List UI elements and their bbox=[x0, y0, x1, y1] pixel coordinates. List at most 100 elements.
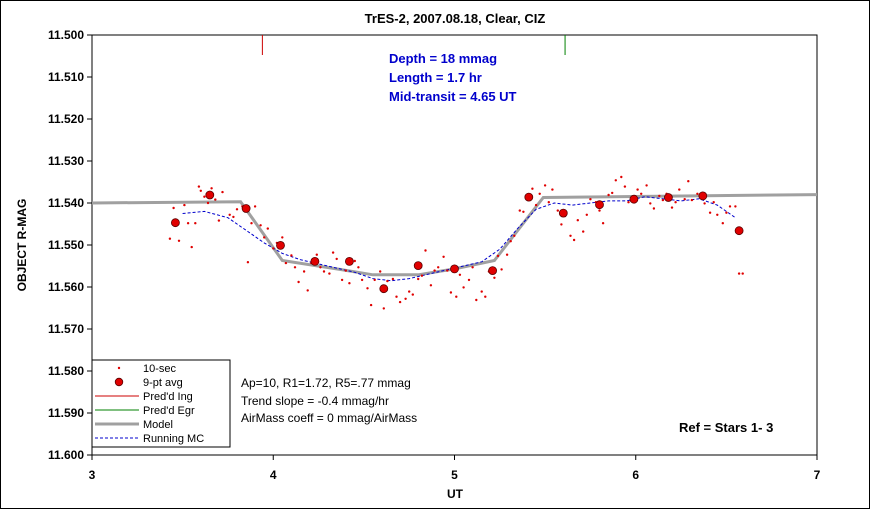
ten-sec-point bbox=[315, 253, 318, 256]
notes: Ap=10, R1=1.72, R5=.77 mmag Trend slope … bbox=[241, 376, 417, 425]
ten-sec-point bbox=[522, 210, 525, 213]
ten-sec-point bbox=[505, 253, 509, 256]
ten-sec-point bbox=[589, 198, 592, 201]
ten-sec-point bbox=[683, 198, 686, 201]
mid-transit-label: Mid-transit = 4.65 UT bbox=[389, 89, 517, 104]
ten-sec-point bbox=[272, 247, 275, 250]
ten-sec-point bbox=[259, 224, 262, 227]
ten-sec-point bbox=[404, 297, 407, 300]
ten-sec-point bbox=[475, 298, 478, 302]
ten-sec-point bbox=[687, 180, 690, 183]
ten-sec-point bbox=[601, 222, 605, 225]
ten-sec-point bbox=[446, 269, 449, 272]
nine-pt-avg-point bbox=[524, 192, 534, 202]
ten-sec-point bbox=[395, 295, 398, 298]
ten-sec-point bbox=[678, 188, 681, 191]
y-tick-label: 11.550 bbox=[48, 238, 84, 252]
ten-sec-point bbox=[417, 277, 420, 281]
ten-sec-point bbox=[366, 287, 369, 290]
x-tick-label: 3 bbox=[89, 468, 96, 482]
aperture-note: Ap=10, R1=1.72, R5=.77 mmag bbox=[241, 376, 411, 390]
ten-sec-point bbox=[340, 278, 344, 282]
ten-sec-point bbox=[640, 192, 643, 195]
ten-sec-point bbox=[373, 278, 376, 282]
ten-sec-point bbox=[391, 277, 395, 281]
depth-label: Depth = 18 mmag bbox=[389, 51, 497, 66]
legend-item-9-pt-avg: 9-pt avg bbox=[143, 377, 183, 389]
ten-sec-point bbox=[725, 211, 728, 214]
ten-sec-point bbox=[500, 268, 503, 271]
ten-sec-point bbox=[199, 189, 202, 192]
legend-item-model: Model bbox=[143, 419, 173, 431]
nine-pt-avg-points bbox=[170, 190, 744, 294]
ten-sec-point bbox=[284, 261, 288, 265]
ten-sec-point bbox=[598, 209, 601, 212]
ten-sec-point bbox=[210, 187, 213, 190]
ten-sec-point bbox=[484, 295, 487, 298]
ten-sec-point bbox=[398, 300, 402, 304]
ten-sec-point bbox=[547, 201, 550, 204]
ten-sec-point bbox=[253, 205, 257, 208]
ten-sec-point bbox=[203, 195, 206, 198]
nine-pt-avg-point bbox=[344, 256, 354, 266]
legend-box bbox=[91, 359, 231, 448]
ten-sec-point bbox=[462, 286, 465, 289]
nine-pt-avg-point bbox=[241, 204, 251, 213]
ten-sec-point bbox=[741, 272, 744, 275]
ten-sec-point bbox=[194, 222, 197, 225]
ten-sec-point bbox=[172, 206, 175, 210]
y-tick-label: 11.560 bbox=[48, 280, 84, 294]
ten-sec-point bbox=[585, 213, 588, 216]
length-label: Length = 1.7 hr bbox=[389, 70, 482, 85]
ten-sec-point bbox=[708, 211, 712, 214]
ten-sec-point bbox=[471, 266, 474, 269]
nine-pt-avg-point bbox=[379, 284, 389, 294]
y-axis: 11.500 11.510 11.520 11.530 11.540 11.550 11.5… bbox=[48, 28, 92, 462]
ten-sec-point bbox=[556, 209, 559, 212]
ten-sec-point bbox=[360, 278, 364, 282]
nine-pt-avg-point bbox=[170, 218, 180, 228]
ten-sec-point bbox=[214, 198, 217, 201]
nine-pt-avg-point bbox=[310, 256, 320, 266]
ten-sec-point bbox=[674, 201, 677, 204]
x-tick-label: 6 bbox=[632, 468, 639, 482]
ten-sec-point bbox=[335, 257, 338, 261]
ten-sec-point bbox=[543, 184, 547, 187]
ten-sec-points bbox=[168, 175, 744, 310]
legend: 10-sec 9-pt avg Pred'd Ing Pred'd Egr Mo… bbox=[91, 359, 231, 448]
y-axis-label: OBJECT R-MAG bbox=[15, 199, 29, 292]
ten-sec-point bbox=[420, 274, 424, 277]
ten-sec-point bbox=[386, 279, 389, 283]
ten-sec-point bbox=[734, 205, 737, 208]
ten-sec-point bbox=[449, 291, 453, 294]
nine-pt-avg-point bbox=[450, 264, 459, 274]
ten-sec-point bbox=[344, 269, 347, 272]
trend-slope-note: Trend slope = -0.4 mmag/hr bbox=[241, 394, 389, 408]
info-box: Depth = 18 mmag Length = 1.7 hr Mid-tran… bbox=[389, 51, 517, 104]
nine-pt-avg-point bbox=[595, 200, 604, 210]
ten-sec-point bbox=[228, 213, 231, 216]
model-series-line bbox=[92, 193, 817, 277]
legend-item-10-sec: 10-sec bbox=[143, 363, 177, 375]
legend-item-running-mc: Running MC bbox=[143, 433, 204, 445]
ten-sec-point bbox=[177, 239, 181, 242]
ten-sec-point bbox=[433, 269, 436, 272]
ten-sec-point bbox=[232, 215, 235, 219]
ten-sec-point bbox=[319, 266, 322, 269]
nine-pt-avg-point bbox=[629, 194, 639, 204]
y-tick-label: 11.510 bbox=[48, 70, 84, 84]
ten-sec-point bbox=[670, 206, 674, 209]
reference-stars-label: Ref = Stars 1- 3 bbox=[679, 420, 773, 435]
legend-item-ingress: Pred'd Ing bbox=[143, 391, 193, 403]
ten-sec-point bbox=[518, 209, 521, 212]
ten-sec-point bbox=[493, 276, 496, 279]
x-tick-label: 5 bbox=[451, 468, 458, 482]
ten-sec-point bbox=[572, 238, 576, 242]
ten-sec-point bbox=[658, 194, 661, 198]
x-tick-label: 4 bbox=[270, 468, 277, 482]
ten-sec-point bbox=[480, 290, 483, 293]
ten-sec-point bbox=[696, 192, 699, 195]
ten-sec-point bbox=[266, 227, 269, 230]
